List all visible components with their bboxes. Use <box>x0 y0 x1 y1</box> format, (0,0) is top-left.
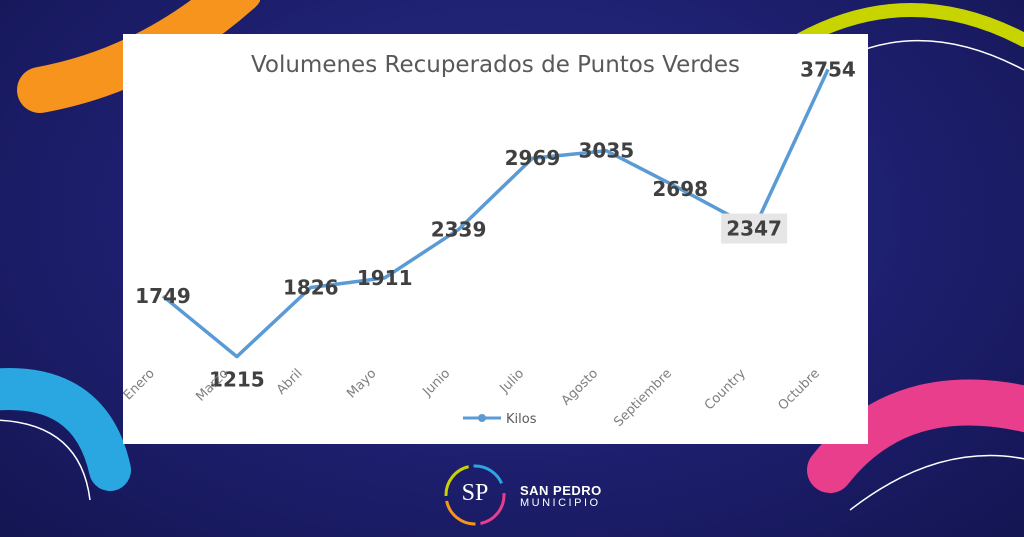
line-chart: 1749 1215 1826 1911 2339 2969 3035 2698 2347 3754… <box>123 57 856 430</box>
brand-monogram: SP <box>461 480 489 506</box>
decorative-swoosh-blue <box>0 368 131 501</box>
data-label: 2969 <box>505 146 561 170</box>
series-line-kilos <box>161 68 830 359</box>
x-tick-label: Julio <box>497 366 528 397</box>
x-tick-label: Mayo <box>344 366 379 401</box>
legend-label: Kilos <box>506 412 537 427</box>
data-label: 2347 <box>726 217 782 241</box>
data-label: 1215 <box>209 368 265 392</box>
data-label: 3754 <box>800 57 856 81</box>
x-tick-label: Enero <box>123 366 158 403</box>
x-tick-label: Agosto <box>559 366 601 408</box>
chart-card: Volumenes Recuperados de Puntos Verdes 1… <box>123 34 868 444</box>
x-tick-label: Country <box>702 366 749 413</box>
chart-title: Volumenes Recuperados de Puntos Verdes <box>250 52 741 78</box>
x-tick-label: Junio <box>420 366 454 400</box>
data-label: 1749 <box>135 284 191 308</box>
decorative-swoosh-green <box>793 3 1024 71</box>
legend-marker <box>478 414 486 422</box>
decorative-swoosh-pink <box>807 379 1024 511</box>
brand-name: SAN PEDRO <box>520 483 602 498</box>
brand-subtitle: MUNICIPIO <box>520 497 601 509</box>
x-tick-label: Septiembre <box>611 366 675 430</box>
x-tick-label: Abril <box>274 366 306 398</box>
data-label: 2698 <box>652 177 708 201</box>
data-label: 1911 <box>357 266 413 290</box>
data-label-highlight <box>721 213 788 244</box>
brand-emblem <box>444 464 506 526</box>
data-label: 3035 <box>578 139 634 163</box>
data-label: 2339 <box>431 217 487 241</box>
brand-logo: SP SAN PEDRO MUNICIPIO <box>440 460 640 530</box>
x-tick-label: Octubre <box>775 366 822 413</box>
data-label: 1826 <box>283 275 339 299</box>
